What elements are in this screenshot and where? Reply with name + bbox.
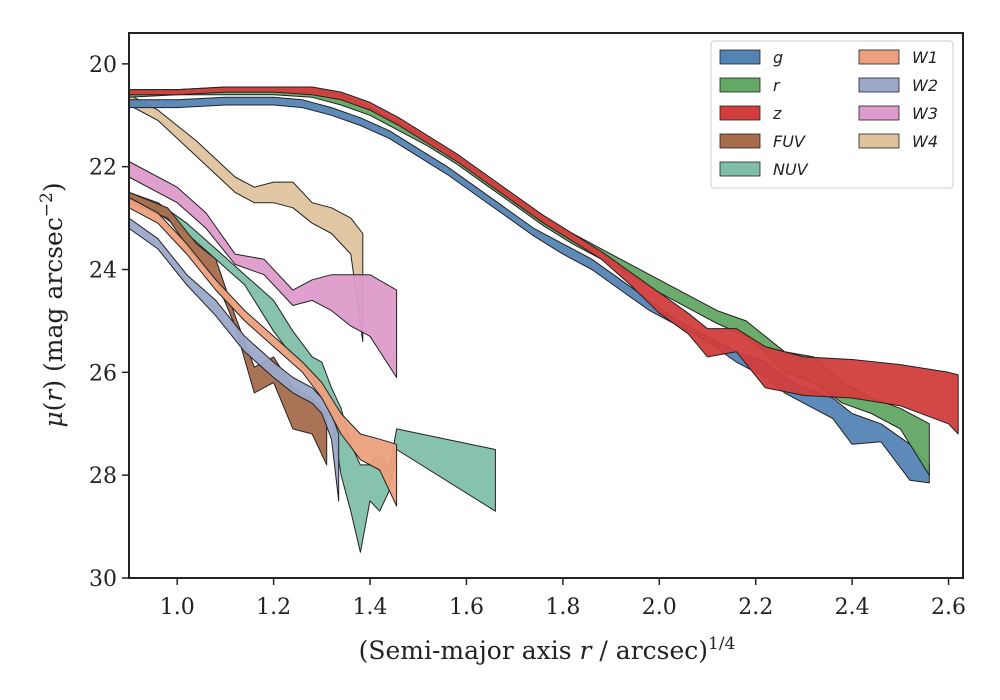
x-axis-label: (Semi-major axis r / arcsec)1/4 (359, 634, 736, 665)
legend-swatch (719, 161, 761, 177)
x-axis-ticks: 1.0 1.2 1.4 1.6 1.8 2.0 2.2 2.4 2.6 (160, 578, 966, 620)
y-axis-ticks: 20 22 24 26 28 30 (89, 53, 129, 592)
y-tick-label: 30 (89, 567, 117, 592)
y-tick-label: 20 (89, 53, 117, 78)
band-areas (128, 86, 959, 553)
legend-swatch (719, 133, 761, 149)
legend-label: W3 (912, 104, 938, 123)
legend-swatch (858, 105, 900, 121)
legend-swatch (858, 49, 900, 65)
x-tick-label: 1.0 (160, 595, 195, 620)
x-tick-label: 2.4 (835, 595, 870, 620)
legend-swatch (719, 49, 761, 65)
band-w1 (128, 197, 398, 507)
x-tick-label: 2.0 (642, 595, 677, 620)
legend-swatch (858, 133, 900, 149)
x-tick-label: 2.2 (738, 595, 773, 620)
y-tick-label: 26 (89, 361, 117, 386)
legend-label: z (772, 104, 782, 123)
y-tick-label: 24 (89, 259, 117, 284)
band-w3 (128, 161, 398, 378)
x-tick-label: 1.4 (353, 595, 388, 620)
band-z (128, 86, 959, 435)
legend-label: r (773, 76, 781, 95)
legend-swatch (719, 105, 761, 121)
legend-label: W4 (912, 132, 938, 151)
legend-swatch (719, 77, 761, 93)
legend-label: W2 (912, 76, 938, 95)
y-axis-label: μ(r) (mag arcsec−2) (37, 182, 68, 427)
band-g (128, 96, 930, 484)
plot-frame (128, 32, 964, 579)
legend-label: W1 (912, 48, 938, 67)
legend: grz FUV NUV W1 W2 W3 W4 (710, 40, 954, 189)
x-tick-label: 2.6 (931, 595, 966, 620)
legend-label: g (773, 48, 783, 67)
y-tick-label: 28 (89, 464, 117, 489)
x-tick-label: 1.8 (545, 595, 580, 620)
legend-label: NUV (773, 160, 809, 179)
y-tick-label: 22 (89, 156, 117, 181)
band-w2 (128, 217, 340, 502)
x-tick-label: 1.6 (449, 595, 484, 620)
legend-label: FUV (773, 132, 806, 151)
legend-swatch (858, 77, 900, 93)
x-tick-label: 1.2 (256, 595, 291, 620)
band-w4 (128, 94, 364, 342)
